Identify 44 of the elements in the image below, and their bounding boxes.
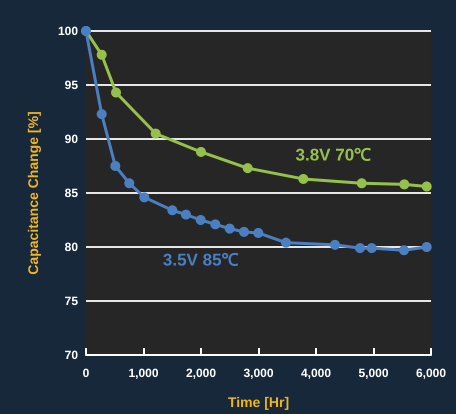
point xyxy=(398,245,409,256)
point xyxy=(366,243,377,254)
point xyxy=(422,242,432,252)
y-tick-label: 100 xyxy=(58,24,78,38)
y-tick-label: 75 xyxy=(64,294,78,308)
point xyxy=(356,178,367,188)
point xyxy=(280,238,291,248)
point xyxy=(242,163,253,174)
point xyxy=(167,205,178,216)
x-axis-title: Time [Hr] xyxy=(228,394,290,410)
point xyxy=(139,192,150,202)
x-tick-label: 2,000 xyxy=(186,366,216,380)
y-tick-label: 85 xyxy=(64,186,78,200)
x-tick-label: 6,000 xyxy=(416,366,446,380)
point xyxy=(210,219,220,230)
point xyxy=(253,228,264,238)
point xyxy=(399,179,410,190)
x-tick-label: 5,000 xyxy=(358,366,389,380)
point xyxy=(96,50,107,60)
point xyxy=(196,215,206,225)
series-label: 3.8V 70℃ xyxy=(296,145,372,164)
point xyxy=(124,178,134,188)
y-tick-label: 90 xyxy=(64,132,78,146)
y-tick-label: 70 xyxy=(64,348,78,362)
point xyxy=(239,226,250,237)
x-tick-label: 3,000 xyxy=(243,366,274,380)
series-label: 3.5V 85℃ xyxy=(162,250,239,270)
point xyxy=(110,161,120,171)
x-tick-label: 0 xyxy=(82,366,90,380)
x-tick-label: 1,000 xyxy=(128,366,159,380)
point xyxy=(96,109,107,120)
point xyxy=(196,146,206,157)
y-tick-label: 80 xyxy=(64,240,78,254)
point xyxy=(422,182,432,192)
point xyxy=(150,128,161,139)
point xyxy=(224,224,235,234)
y-tick-label: 95 xyxy=(64,78,78,92)
y-axis-title: Capacitance Change [%] xyxy=(25,111,41,275)
x-tick-label: 4,000 xyxy=(300,366,332,380)
point xyxy=(298,174,308,184)
point xyxy=(111,88,122,98)
point xyxy=(355,243,365,254)
point xyxy=(181,210,191,220)
point xyxy=(330,240,340,250)
